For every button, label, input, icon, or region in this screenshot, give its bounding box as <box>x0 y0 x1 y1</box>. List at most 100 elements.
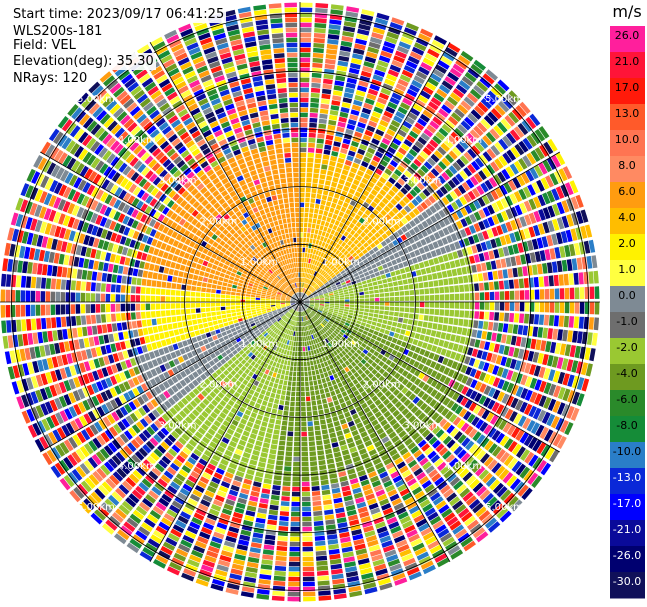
velocity-gate <box>528 405 537 418</box>
velocity-gate <box>428 436 438 446</box>
velocity-gate <box>405 390 413 398</box>
velocity-gate <box>308 295 314 298</box>
velocity-gate <box>465 377 473 387</box>
velocity-gate <box>288 576 300 582</box>
velocity-gate <box>373 313 379 318</box>
velocity-gate <box>393 223 400 231</box>
velocity-gate <box>377 60 389 68</box>
velocity-gate <box>257 588 270 595</box>
velocity-gate <box>434 294 440 301</box>
velocity-gate <box>397 178 406 186</box>
velocity-gate <box>360 112 370 120</box>
velocity-gate <box>313 294 318 297</box>
velocity-gate <box>454 302 460 309</box>
velocity-gate <box>501 97 513 110</box>
velocity-gate <box>309 296 314 299</box>
velocity-gate <box>379 306 385 310</box>
velocity-gate <box>291 496 300 502</box>
velocity-gate <box>372 155 381 163</box>
velocity-gate <box>410 375 417 383</box>
velocity-gate <box>494 312 500 321</box>
velocity-gate <box>311 223 316 229</box>
velocity-gate <box>495 432 505 444</box>
velocity-gate <box>314 385 319 391</box>
velocity-gate <box>414 295 420 301</box>
velocity-gate <box>224 325 230 331</box>
velocity-gate <box>336 226 342 233</box>
velocity-gate <box>437 255 444 263</box>
velocity-gate <box>515 399 524 411</box>
velocity-gate <box>335 388 341 395</box>
velocity-gate <box>328 191 335 197</box>
velocity-gate <box>300 162 306 168</box>
velocity-gate <box>505 132 517 144</box>
velocity-gate <box>457 344 464 353</box>
velocity-gate <box>547 328 553 340</box>
velocity-gate <box>394 302 400 307</box>
velocity-gate <box>260 389 266 395</box>
velocity-gate <box>365 185 372 193</box>
velocity-gate <box>319 113 328 119</box>
velocity-gate <box>468 319 474 328</box>
velocity-gate <box>370 273 376 279</box>
velocity-gate <box>334 209 340 215</box>
velocity-gate <box>509 129 521 141</box>
velocity-gate <box>306 291 311 295</box>
velocity-gate <box>272 485 281 491</box>
velocity-gate <box>421 253 428 261</box>
velocity-gate <box>357 443 365 451</box>
velocity-gate <box>352 487 362 495</box>
velocity-gate <box>436 557 450 568</box>
velocity-gate <box>310 97 320 103</box>
velocity-gate <box>393 252 400 259</box>
velocity-gate <box>303 331 306 337</box>
velocity-gate <box>321 264 326 270</box>
velocity-gate <box>371 79 382 87</box>
velocity-gate <box>434 553 448 563</box>
velocity-gate <box>339 322 344 327</box>
velocity-gate <box>521 119 533 133</box>
velocity-gate <box>312 276 316 281</box>
velocity-gate <box>480 453 490 464</box>
velocity-gate <box>312 62 323 68</box>
velocity-gate <box>373 185 381 192</box>
velocity-gate <box>318 256 322 262</box>
velocity-gate <box>464 425 474 436</box>
velocity-gate <box>372 209 379 216</box>
velocity-gate <box>327 534 338 540</box>
velocity-gate <box>341 169 349 176</box>
velocity-gate <box>334 456 343 463</box>
velocity-gate <box>445 153 455 164</box>
velocity-gate <box>450 402 459 412</box>
velocity-gate <box>366 466 375 474</box>
velocity-gate <box>328 24 341 30</box>
velocity-gate <box>306 309 310 314</box>
velocity-gate <box>427 171 436 181</box>
velocity-gate <box>369 290 374 294</box>
velocity-gate <box>401 341 407 348</box>
velocity-gate <box>345 302 350 305</box>
velocity-gate <box>309 253 313 259</box>
velocity-gate <box>337 382 343 388</box>
velocity-gate <box>527 472 539 485</box>
velocity-gate <box>455 464 466 475</box>
velocity-gate <box>469 302 475 310</box>
velocity-gate <box>292 336 295 341</box>
velocity-gate <box>338 55 350 62</box>
velocity-gate <box>497 391 505 402</box>
velocity-gate <box>304 336 307 342</box>
velocity-gate <box>413 514 425 523</box>
velocity-gate <box>300 177 306 183</box>
velocity-gate <box>317 128 326 134</box>
velocity-gate <box>387 164 396 172</box>
velocity-gate <box>355 497 365 504</box>
velocity-gate <box>459 487 471 498</box>
velocity-gate <box>428 315 434 322</box>
velocity-gate <box>376 180 384 188</box>
velocity-gate <box>411 198 419 207</box>
velocity-gate <box>394 401 403 409</box>
velocity-gate <box>421 415 430 424</box>
velocity-gate <box>423 245 430 253</box>
velocity-gate <box>374 305 380 310</box>
velocity-gate <box>310 471 319 477</box>
